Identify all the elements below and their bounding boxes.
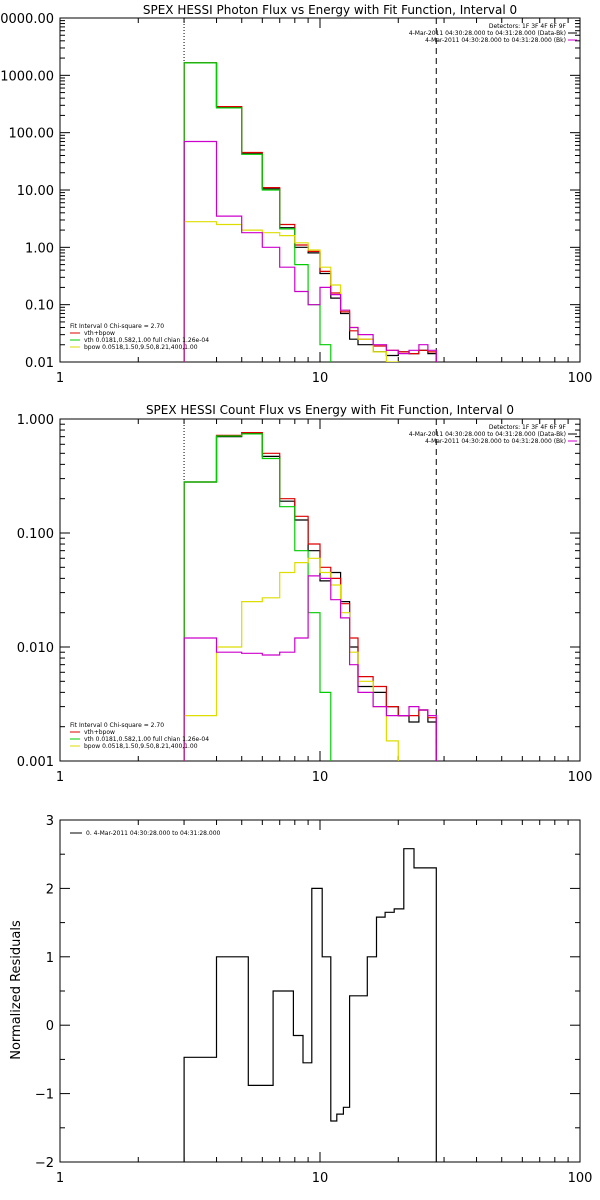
y-tick-label: 0.01 [25,356,54,371]
photon-flux-title: SPEX HESSI Photon Flux vs Energy with Fi… [143,3,517,17]
x-tick-label: 1 [56,1171,64,1186]
series-line-0 [183,62,437,362]
y-tick-label: −1 [35,1088,54,1103]
legend-label: vth+bpow [84,330,115,337]
y-tick-label: 0.010 [17,641,54,656]
y-tick-label: 0000.00 [0,12,54,27]
count-flux-title: SPEX HESSI Count Flux vs Energy with Fit… [146,403,514,417]
legend-label: bpow 0.0518,1.50,9.50,8.21,400,1.00 [84,344,198,351]
series-line-3 [183,221,399,362]
x-tick-label: 1 [56,371,64,386]
legend-label: vth 0.0181,0.582,1.00 full chian 1.26e-0… [84,337,209,344]
x-tick-label: 10 [312,1171,329,1186]
residuals-plot-frame [59,819,581,1163]
legend-label: 0. 4-Mar-2011 04:30:28.000 to 04:31:28.0… [86,830,221,837]
series-line-4 [183,575,437,761]
series-line-3 [183,557,399,761]
info-text: Detectors: 1F 3F 4F 6F 9F [489,424,567,431]
y-tick-label: 1000.00 [0,69,54,84]
y-tick-label: 0.100 [17,527,54,542]
info-text: Detectors: 1F 3F 4F 6F 9F [489,23,567,30]
y-tick-label: 2 [46,882,54,897]
series-line-2 [183,62,332,362]
x-tick-label: 100 [568,371,593,386]
info-text: 4-Mar-2011 04:30:28.000 to 04:31:28.000 … [425,438,566,445]
legend-header: Fit Interval 0 Chi-square = 2.70 [70,323,164,330]
y-tick-label: 0 [46,1019,54,1034]
y-tick-label: 0.10 [25,299,54,314]
info-text: 4-Mar-2011 04:30:28.000 to 04:31:28.000 … [409,30,566,37]
y-tick-label: 1.00 [25,241,54,256]
info-text: 4-Mar-2011 04:30:28.000 to 04:31:28.000 … [409,431,566,438]
count-flux-plot-frame [59,418,581,762]
x-tick-label: 1 [56,770,64,785]
legend-label: bpow 0.0518,1.50,9.50,8.21,400,1.00 [84,743,198,750]
series-line-1 [183,62,437,362]
legend-header: Fit Interval 0 Chi-square = 2.70 [70,722,164,729]
legend-label: vth 0.0181,0.582,1.00 full chian 1.26e-0… [84,736,209,743]
x-tick-label: 100 [568,770,593,785]
series-line-0 [183,848,437,1162]
legend-label: vth+bpow [84,729,115,736]
residuals-y-axis-label: Normalized Residuals [9,920,24,1060]
y-tick-label: 3 [46,814,54,829]
x-tick-label: 100 [568,1171,593,1186]
y-tick-label: 1 [46,951,54,966]
series-line-2 [183,433,332,761]
y-tick-label: 10.00 [17,184,54,199]
x-tick-label: 10 [312,371,329,386]
y-tick-label: 0.001 [17,755,54,770]
photon-flux-panel: SPEX HESSI Photon Flux vs Energy with Fi… [0,3,592,386]
series-line-0 [183,432,437,761]
info-text: 4-Mar-2011 04:30:28.000 to 04:31:28.000 … [425,37,566,44]
y-tick-label: −2 [35,1156,54,1171]
count-flux-panel: SPEX HESSI Count Flux vs Energy with Fit… [17,403,593,785]
x-tick-label: 10 [312,770,329,785]
series-line-4 [183,140,437,362]
y-tick-label: 100.00 [9,127,55,142]
series-line-1 [183,432,437,761]
y-tick-label: 1.000 [17,413,54,428]
